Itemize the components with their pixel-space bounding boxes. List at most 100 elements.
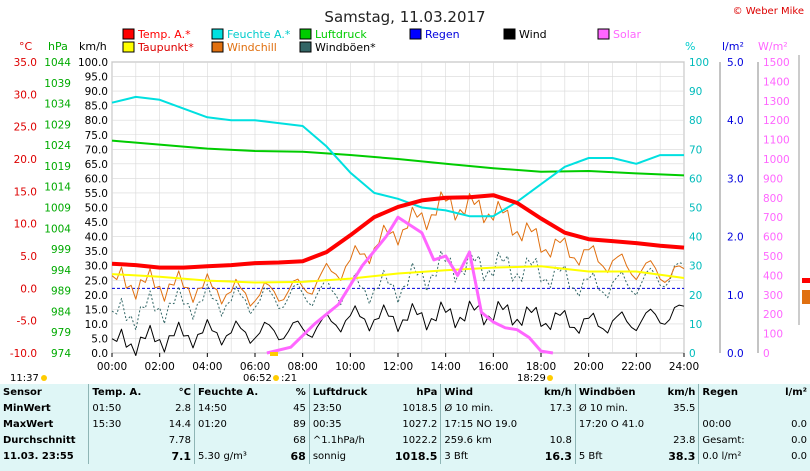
- weather-chart: Samstag, 11.03.2017 © Weber Mike °C hPa …: [10, 6, 810, 384]
- x-tick-label: 10:00: [335, 361, 365, 373]
- tick-label-solar: 1000: [763, 154, 790, 166]
- now-dot: [41, 375, 47, 381]
- tick-label-pressure: 989: [51, 286, 71, 298]
- stats-cell: hPa: [416, 386, 438, 398]
- stats-cell: Ø 10 min.: [440, 400, 521, 416]
- stats-cell: Wind: [440, 384, 521, 400]
- stats-cell: Luftdruck: [308, 384, 374, 400]
- legend-label: Regen: [425, 28, 460, 41]
- tick-label-wind: 5.0: [91, 333, 108, 345]
- tick-label-wind: 75.0: [85, 130, 108, 142]
- stats-cell: 68: [290, 449, 306, 463]
- stats-cell: l/m²: [785, 386, 807, 398]
- stats-cell: 1018.5: [394, 449, 438, 463]
- legend-swatch: [299, 28, 312, 40]
- legend-label: Temp. A.*: [137, 28, 191, 41]
- tick-label-wind: 65.0: [85, 159, 108, 171]
- stats-row: Sensor Temp. A. °C Feuchte A.% Luftdruck hPa W…: [0, 384, 810, 400]
- legend-label: Solar: [613, 28, 642, 41]
- series-group: [111, 95, 685, 356]
- stats-cell: Ø 10 min.: [574, 400, 648, 416]
- stats-cell: km/h: [667, 386, 696, 398]
- stats-cell: 45: [293, 402, 306, 414]
- tick-label-wind: 70.0: [85, 144, 108, 156]
- tick-label-humidity: 90: [689, 86, 702, 98]
- stats-cell: 5.30 g/m³: [194, 448, 272, 464]
- x-tick-label: 12:00: [383, 361, 413, 373]
- stats-cell: [88, 432, 154, 448]
- tick-label-pressure: 1024: [44, 140, 71, 152]
- sunrise-time: 06:52: [243, 373, 272, 384]
- x-tick-label: 04:00: [192, 361, 222, 373]
- legend-swatch: [211, 41, 224, 53]
- tick-label-wind: 95.0: [85, 72, 108, 84]
- stats-row: Durchschnitt 7.78 68 ^1.1hPa/h 1022.2 259.6 k…: [0, 432, 810, 448]
- tick-label-rain: 2.0: [727, 232, 744, 244]
- tick-label-pressure: 994: [51, 265, 71, 277]
- stats-cell: ^1.1hPa/h: [308, 432, 374, 448]
- stats-cell: 00:00: [698, 416, 765, 432]
- tick-label-solar: 900: [763, 173, 783, 185]
- tick-label-wind: 40.0: [85, 232, 108, 244]
- tick-label-solar: 400: [763, 270, 783, 282]
- tick-label-wind: 0.0: [91, 348, 108, 360]
- stats-cell: sonnig: [308, 448, 374, 464]
- stats-cell: 0.0: [791, 450, 807, 462]
- stats-cell: [194, 432, 272, 448]
- stats-cell: 1027.2: [402, 418, 438, 430]
- tick-label-temp: 30.0: [14, 89, 37, 101]
- series-line-wind: [111, 300, 685, 356]
- x-tick-label: 00:00: [97, 361, 127, 373]
- tick-label-wind: 35.0: [85, 246, 108, 258]
- legend-label: Taupunkt*: [137, 41, 194, 54]
- tick-label-rain: 4.0: [727, 115, 744, 127]
- unit-humidity: %: [685, 40, 695, 53]
- series-line-solar: [266, 215, 554, 355]
- legend-label: Windböen*: [315, 41, 376, 54]
- stats-cell: [520, 416, 575, 432]
- tick-label-humidity: 80: [689, 115, 702, 127]
- stats-cell: 14.4: [168, 418, 191, 430]
- tick-label-solar: 700: [763, 212, 783, 224]
- unit-solar: W/m²: [758, 40, 788, 53]
- sunset-time: 18:29: [517, 373, 546, 384]
- x-tick-label: 14:00: [431, 361, 461, 373]
- tick-label-wind: 45.0: [85, 217, 108, 229]
- tick-label-humidity: 30: [689, 261, 702, 273]
- now-time: 11:37: [10, 373, 39, 384]
- tick-label-temp: 15.0: [14, 186, 37, 198]
- stats-cell: Regen: [698, 384, 765, 400]
- tick-label-rain: 0.0: [727, 348, 744, 360]
- series-line-temp-a: [111, 193, 685, 270]
- stats-cell: 89: [293, 418, 306, 430]
- stats-cell: 38.3: [668, 449, 696, 463]
- tick-label-solar: 0: [763, 348, 770, 360]
- tick-label-solar: 1400: [763, 76, 790, 88]
- tick-label-pressure: 1044: [44, 57, 71, 69]
- tick-label-solar: 100: [763, 329, 783, 341]
- tick-label-humidity: 60: [689, 173, 702, 185]
- tick-label-pressure: 1039: [44, 78, 71, 90]
- tick-label-wind: 10.0: [85, 319, 108, 331]
- tick-label-pressure: 1034: [44, 99, 71, 111]
- x-tick-label: 02:00: [145, 361, 175, 373]
- stats-panel: Sensor Temp. A. °C Feuchte A.% Luftdruck hPa W…: [0, 384, 810, 471]
- tick-label-solar: 300: [763, 290, 783, 302]
- tick-label-solar: 800: [763, 193, 783, 205]
- tick-label-humidity: 70: [689, 144, 702, 156]
- tick-label-wind: 55.0: [85, 188, 108, 200]
- stats-row: 11.03. 23:55 7.1 5.30 g/m³ 68 sonnig 1018.5 3 …: [0, 448, 810, 464]
- x-tick-label: 22:00: [621, 361, 651, 373]
- stats-cell: 7.78: [168, 434, 191, 446]
- grid: [111, 61, 685, 354]
- tick-label-pressure: 1029: [44, 119, 71, 131]
- stats-cell: 0.0 l/m²: [698, 448, 765, 464]
- legend-swatch: [211, 28, 224, 40]
- tick-label-wind: 30.0: [85, 261, 108, 273]
- tick-label-humidity: 100: [689, 57, 709, 69]
- tick-label-humidity: 10: [689, 319, 702, 331]
- stats-cell: %: [295, 386, 306, 398]
- legend-swatch: [409, 28, 422, 40]
- tick-label-temp: 20.0: [14, 154, 37, 166]
- stats-cell: 35.5: [673, 402, 696, 414]
